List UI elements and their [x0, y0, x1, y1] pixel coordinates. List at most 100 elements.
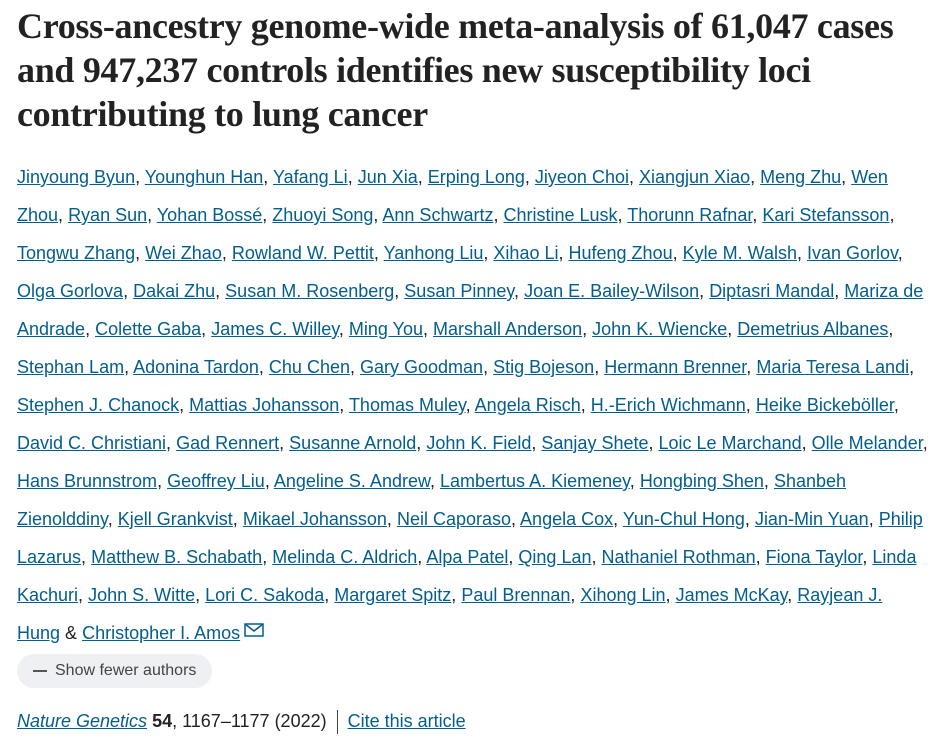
author-link[interactable]: Jian-Min Yuan — [754, 509, 869, 529]
author-link[interactable]: James McKay — [675, 585, 788, 605]
author-link[interactable]: Gad Rennert — [176, 433, 280, 453]
author-link[interactable]: Diptasri Mandal — [709, 281, 835, 301]
author-link[interactable]: Wen Zhou — [17, 167, 888, 225]
author-link[interactable]: Olga Gorlova — [17, 281, 124, 301]
author-link[interactable]: Thorunn Rafnar — [627, 205, 753, 225]
author-link[interactable]: Mariza de Andrade — [17, 281, 924, 339]
author-link[interactable]: Stig Bojeson — [493, 357, 595, 377]
author-link[interactable]: David C. Christiani — [17, 433, 167, 453]
author-link[interactable]: Alpa Patel — [426, 547, 509, 567]
author-link[interactable]: Maria Teresa Landi — [756, 357, 910, 377]
author-link[interactable]: Linda Kachuri — [17, 547, 917, 605]
separator: , — [582, 319, 588, 339]
separator: , — [613, 509, 619, 529]
author-link[interactable]: Xihong Lin — [580, 585, 666, 605]
author-link[interactable]: Lambertus A. Kiemeney — [440, 471, 630, 491]
author-link[interactable]: Qing Lan — [518, 547, 592, 567]
author-link[interactable]: Christopher I. Amos — [82, 623, 241, 643]
author-link[interactable]: Adonina Tardon — [133, 357, 259, 377]
author-link[interactable]: Jiyeon Choi — [534, 167, 629, 187]
author-link[interactable]: Erping Long — [427, 167, 525, 187]
author-link[interactable]: Demetrius Albanes — [737, 319, 889, 339]
author-link[interactable]: Christine Lusk — [503, 205, 618, 225]
author-link[interactable]: Shanbeh Zienolddiny — [17, 471, 847, 529]
author-link[interactable]: Yanhong Liu — [383, 243, 484, 263]
author-link[interactable]: Lori C. Sakoda — [205, 585, 325, 605]
author-link[interactable]: Susanne Arnold — [289, 433, 417, 453]
author-link[interactable]: Sanjay Shete — [541, 433, 649, 453]
author-link[interactable]: Heike Bickeböller — [755, 395, 894, 415]
journal-link[interactable]: Nature Genetics — [17, 710, 148, 731]
toggle-authors[interactable]: Show fewer authors — [17, 654, 213, 688]
author-link[interactable]: Geoffrey Liu — [167, 471, 265, 491]
author-link[interactable]: Jinyoung Byun — [17, 167, 136, 187]
separator: , — [373, 243, 379, 263]
author-link[interactable]: Marshall Anderson — [433, 319, 583, 339]
author-link[interactable]: Stephan Lam — [17, 357, 125, 377]
author-link[interactable]: Kari Stefansson — [762, 205, 890, 225]
author-link[interactable]: Angela Cox — [520, 509, 614, 529]
author-link[interactable]: Philip Lazarus — [17, 509, 923, 567]
author-link[interactable]: Yafang Li — [272, 167, 348, 187]
author-link[interactable]: Xihao Li — [493, 243, 559, 263]
author-link[interactable]: Ivan Gorlov — [807, 243, 898, 263]
separator: , — [373, 205, 379, 225]
author-link[interactable]: Susan M. Rosenberg — [225, 281, 395, 301]
author-link[interactable]: Younghun Han — [144, 167, 264, 187]
author-link[interactable]: Hans Brunnstrom — [17, 471, 158, 491]
separator: , — [752, 205, 758, 225]
author-link[interactable]: Chu Chen — [268, 357, 350, 377]
author-link[interactable]: Angela Risch — [474, 395, 581, 415]
email-icon[interactable] — [244, 623, 264, 637]
separator: , — [201, 319, 207, 339]
author-link[interactable]: Olle Melander — [811, 433, 923, 453]
author-link[interactable]: Gary Goodman — [360, 357, 484, 377]
author-link[interactable]: Hufeng Zhou — [568, 243, 673, 263]
cite-link[interactable]: Cite this article — [347, 710, 466, 731]
separator: , — [629, 471, 635, 491]
author-link[interactable]: Zhuoyi Song — [272, 205, 374, 225]
author-link[interactable]: Meng Zhu — [760, 167, 842, 187]
author-link[interactable]: John S. Witte — [88, 585, 196, 605]
author-link[interactable]: Xiangjun Xiao — [639, 167, 751, 187]
author-link[interactable]: Angeline S. Andrew — [273, 471, 430, 491]
author-link[interactable]: Ryan Sun — [68, 205, 148, 225]
author-link[interactable]: Mikael Johansson — [242, 509, 387, 529]
author-link[interactable]: Susan Pinney — [404, 281, 515, 301]
author-link[interactable]: Yohan Bossé — [156, 205, 263, 225]
author-link[interactable]: Neil Caporaso — [396, 509, 512, 529]
author-link[interactable]: Ann Schwartz — [382, 205, 494, 225]
envelope-flap — [244, 623, 264, 632]
author-link[interactable]: Hermann Brenner — [604, 357, 747, 377]
author-link[interactable]: Matthew B. Schabath — [91, 547, 263, 567]
author-link[interactable]: Colette Gaba — [95, 319, 202, 339]
author-link[interactable]: Kjell Grankvist — [117, 509, 233, 529]
author-link[interactable]: Melinda C. Aldrich — [272, 547, 418, 567]
author-link[interactable]: Joan E. Bailey-Wilson — [524, 281, 700, 301]
author-link[interactable]: Tongwu Zhang — [17, 243, 136, 263]
author-link[interactable]: Fiona Taylor — [765, 547, 863, 567]
author-link[interactable]: Rayjean J. Hung — [17, 585, 883, 643]
author-link[interactable]: Stephen J. Chanock — [17, 395, 180, 415]
author-link[interactable]: Kyle M. Walsh — [682, 243, 797, 263]
author-link[interactable]: Loic Le Marchand — [658, 433, 802, 453]
author-link[interactable]: Nathaniel Rothman — [601, 547, 756, 567]
author-link[interactable]: Jun Xia — [357, 167, 418, 187]
author-link[interactable]: Margaret Spitz — [334, 585, 452, 605]
author-link[interactable]: Ming You — [348, 319, 423, 339]
separator: , — [893, 395, 899, 415]
author-link[interactable]: John K. Field — [426, 433, 532, 453]
author-link[interactable]: Hongbing Shen — [639, 471, 764, 491]
author-link[interactable]: James C. Willey — [211, 319, 339, 339]
author-link[interactable]: H.-Erich Wichmann — [590, 395, 746, 415]
separator: , — [483, 243, 489, 263]
author-link[interactable]: Mattias Johansson — [189, 395, 340, 415]
author-link[interactable]: Thomas Muley — [348, 395, 466, 415]
author-link[interactable]: Yun-Chul Hong — [622, 509, 745, 529]
author-link[interactable]: Rowland W. Pettit — [231, 243, 374, 263]
author-link[interactable]: John K. Wiencke — [592, 319, 728, 339]
separator: , — [338, 319, 344, 339]
author-link[interactable]: Wei Zhao — [145, 243, 222, 263]
author-link[interactable]: Paul Brennan — [461, 585, 571, 605]
author-link[interactable]: Dakai Zhu — [133, 281, 216, 301]
